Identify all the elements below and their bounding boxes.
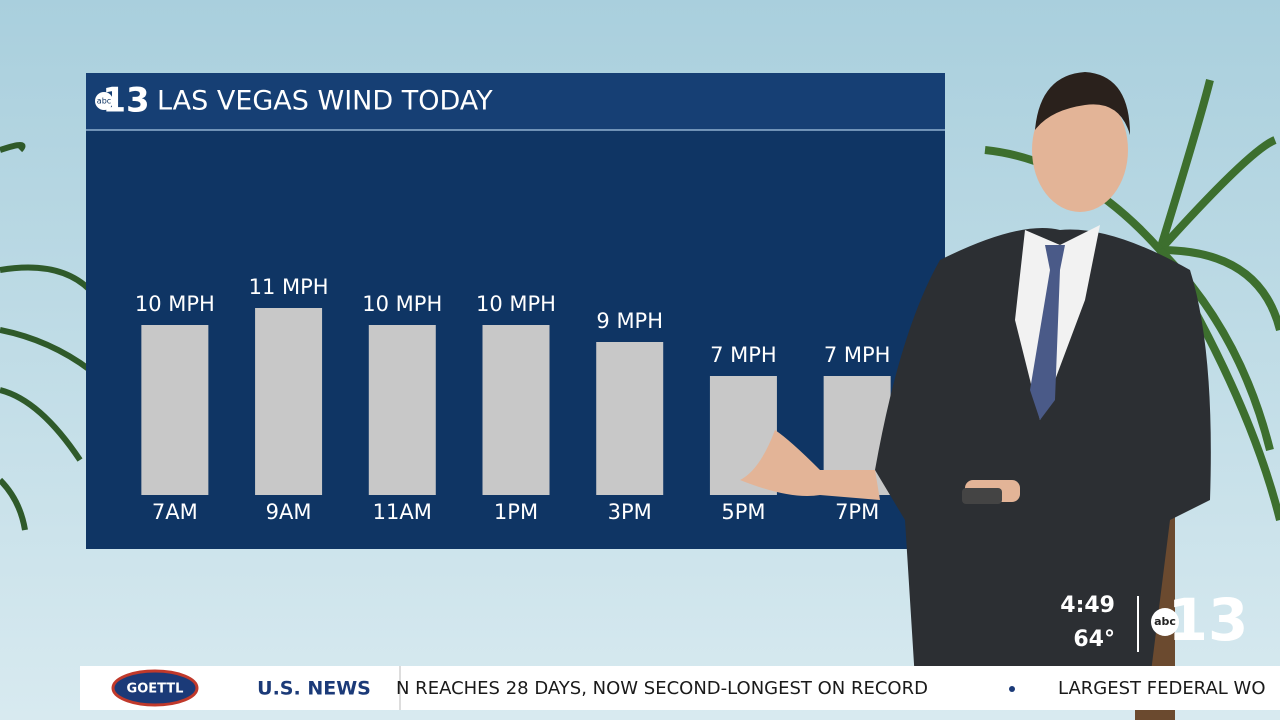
value-label: 7 MPH [710,343,777,367]
ticker-item: N REACHES 28 DAYS, NOW SECOND-LONGEST ON… [396,678,928,699]
clock-time: 4:49 [1060,593,1115,618]
x-tick-label: 9AM [266,500,312,524]
presenter [740,72,1211,680]
value-label: 10 MPH [476,292,556,316]
value-label: 9 MPH [596,309,663,333]
logo-number: 13 [102,81,149,121]
ticker-bullet [1009,686,1015,692]
ticker-item: LARGEST FEDERAL WO [1058,678,1266,699]
x-tick-label: 7PM [835,500,879,524]
x-tick-label: 3PM [608,500,652,524]
sponsor-badge [111,669,199,707]
corner-logo-disc [1151,608,1179,636]
value-label: 11 MPH [249,275,329,299]
ticker-section: U.S. NEWS [257,678,371,700]
x-tick-label: 7AM [152,500,198,524]
value-label: 7 MPH [824,343,891,367]
value-label: 10 MPH [362,292,442,316]
x-tick-label: 1PM [494,500,538,524]
bar [482,325,550,495]
bar [596,342,664,495]
chart-title: LAS VEGAS WIND TODAY [157,86,493,117]
palm-left [0,142,93,531]
bar [141,325,209,495]
ticker-sponsor: GOETTL [127,682,184,697]
ticker-bar [80,666,1280,710]
clock-temperature: 64° [1073,627,1115,652]
title-bar [86,73,945,130]
corner-logo-network: abc [1154,615,1176,628]
value-label: 10 MPH [135,292,215,316]
x-tick-label: 11AM [373,500,432,524]
logo-network: abc [97,97,111,106]
logo-disc [95,92,113,110]
bar [255,308,323,495]
corner-logo-number: 13 [1168,586,1249,654]
x-tick-label: 5PM [721,500,765,524]
bar [368,325,436,495]
